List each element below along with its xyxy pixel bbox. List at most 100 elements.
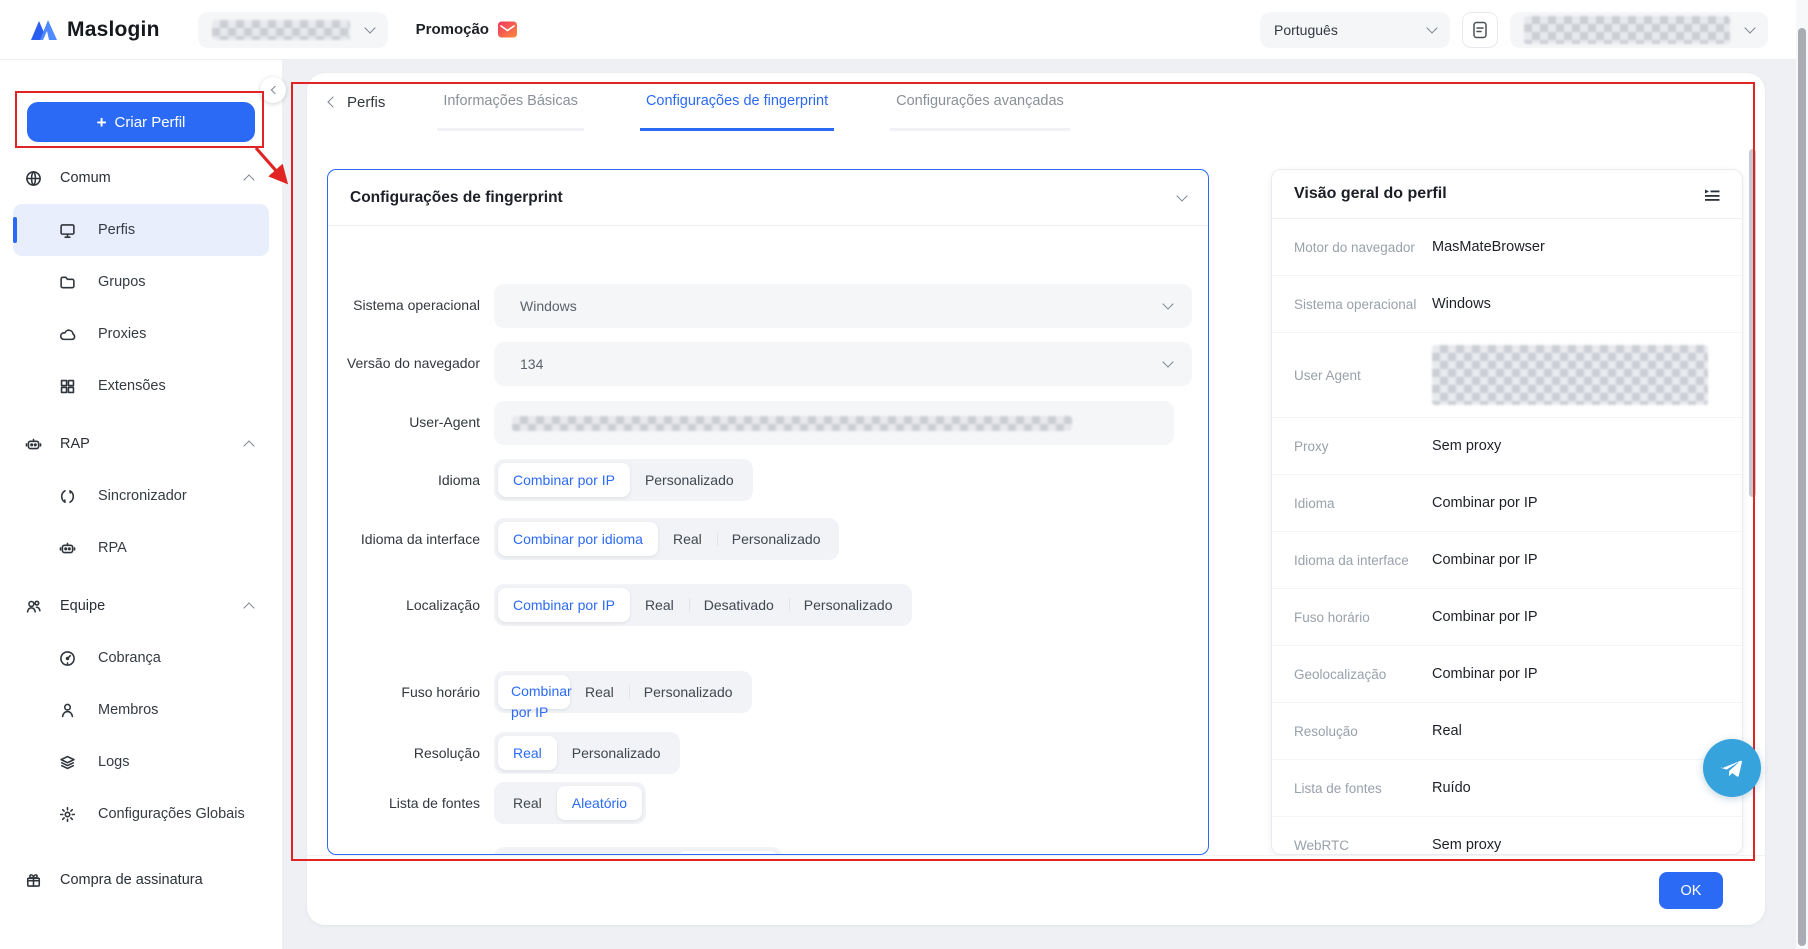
sidebar-item-proxies[interactable]: Proxies <box>13 308 269 360</box>
robot-icon <box>59 542 76 553</box>
overview-scrollbar-thumb[interactable] <box>1749 149 1756 497</box>
fingerprint-settings-panel: Configurações de fingerprint Sistema ope… <box>327 169 1209 855</box>
overview-row-value: Sem proxy <box>1432 438 1502 454</box>
sidebar: + Criar Perfil Comum Perfis Grupos Proxi… <box>0 60 283 949</box>
telegram-button[interactable] <box>1703 739 1761 797</box>
sidebar-item-rpa[interactable]: RPA <box>13 522 269 574</box>
field-label: Resolução <box>413 745 480 761</box>
gear-icon <box>59 806 76 822</box>
sidebar-section-label: Comum <box>60 170 111 186</box>
segment-option[interactable]: Combinar por IP <box>498 588 630 622</box>
browser-version-select[interactable]: 134 <box>494 342 1192 386</box>
webrtc-segmented: Compartilhado Real Desativado <box>494 847 782 854</box>
tab-configuracoes-de-fingerprint[interactable]: Configurações de fingerprint <box>639 73 835 131</box>
segment-option[interactable]: Aleatório <box>556 786 643 820</box>
overview-row-label: Fuso horário <box>1294 609 1370 625</box>
create-profile-button[interactable]: + Criar Perfil <box>27 102 255 142</box>
segment-option[interactable]: Desativado <box>688 588 789 622</box>
tab-bar: Perfis Informações Básicas Configurações… <box>327 73 1735 131</box>
segment-option[interactable]: Personalizado <box>571 745 661 761</box>
timezone-segmented: Combinar por IP Real Personalizado <box>494 671 752 720</box>
field-resolucao: Resolução Real Personalizado <box>328 732 1208 774</box>
docs-button[interactable] <box>1462 11 1498 48</box>
plus-icon: + <box>96 112 107 132</box>
overview-row: WebRTC Sem proxy <box>1272 817 1742 854</box>
segment-option[interactable]: Combinar por IP <box>498 675 572 720</box>
sidebar-item-compra-de-assinatura[interactable]: Compra de assinatura <box>13 854 269 906</box>
sidebar-item-extensoes[interactable]: Extensões <box>13 360 269 412</box>
segment-option[interactable]: Real <box>513 795 542 811</box>
field-versao-do-navegador: Versão do navegador 134 <box>328 342 1208 386</box>
card-footer: OK <box>307 855 1765 925</box>
sidebar-item-sincronizador[interactable]: Sincronizador <box>13 470 269 522</box>
sidebar-item-label: Cobrança <box>98 650 161 666</box>
promo-link[interactable]: Promoção <box>416 19 518 40</box>
sidebar-item-configuracoes-globais[interactable]: Configurações Globais <box>13 788 269 840</box>
segment-option[interactable]: Real <box>498 736 557 770</box>
sidebar-item-logs[interactable]: Logs <box>13 736 269 788</box>
field-idioma: Idioma Combinar por IP Personalizado <box>328 459 1208 501</box>
idioma-segmented: Combinar por IP Personalizado <box>494 459 753 501</box>
segment-option[interactable]: Personalizado <box>788 588 908 622</box>
overview-row-value: Combinar por IP <box>1432 609 1538 625</box>
field-user-agent: User-Agent <box>328 401 1208 445</box>
chevron-down-icon <box>1162 356 1174 368</box>
segment-option[interactable]: Real <box>644 597 674 613</box>
language-label: Português <box>1274 21 1338 38</box>
sidebar-collapse-button[interactable] <box>260 77 286 103</box>
segment-option[interactable]: Real <box>672 531 702 547</box>
sidebar-item-perfis[interactable]: Perfis <box>13 204 269 256</box>
segment-option[interactable]: Real <box>585 684 614 700</box>
sidebar-item-label: Membros <box>98 702 159 718</box>
overview-row: Lista de fontes Ruído <box>1272 760 1742 817</box>
chevron-up-icon <box>243 174 255 186</box>
overview-row-value: Real <box>1432 723 1462 739</box>
workspace-selector[interactable] <box>197 11 388 48</box>
overview-row-label: Geolocalização <box>1294 666 1387 682</box>
sidebar-section-rap[interactable]: RAP <box>13 418 269 470</box>
sidebar-item-membros[interactable]: Membros <box>13 684 269 736</box>
sidebar-item-label: Grupos <box>98 274 146 290</box>
sidebar-section-equipe[interactable]: Equipe <box>13 580 269 632</box>
chevron-down-icon <box>1744 21 1756 34</box>
os-select[interactable]: Windows <box>494 284 1192 328</box>
collapse-list-icon[interactable] <box>1704 188 1720 201</box>
grid-icon <box>60 379 75 393</box>
tab-configuracoes-avancadas[interactable]: Configurações avançadas <box>890 73 1070 131</box>
language-selector[interactable]: Português <box>1260 11 1450 48</box>
sidebar-section-comum[interactable]: Comum <box>13 152 269 204</box>
promo-label: Promoção <box>415 21 489 38</box>
browser-version-value: 134 <box>520 356 544 372</box>
sidebar-item-label: Logs <box>98 754 130 770</box>
segment-option[interactable]: Personalizado <box>716 522 836 556</box>
fingerprint-panel-body: Sistema operacional Windows Versão do na… <box>328 226 1208 854</box>
overview-row-label: Resolução <box>1294 723 1358 739</box>
font-list-segmented: Real Aleatório <box>494 782 647 824</box>
sidebar-item-label: RPA <box>98 540 127 556</box>
sidebar-item-cobranca[interactable]: Cobrança <box>13 632 269 684</box>
chevron-up-icon <box>243 602 255 614</box>
ok-button[interactable]: OK <box>1659 872 1723 909</box>
user-agent-field[interactable] <box>494 401 1174 445</box>
folder-icon <box>60 275 75 289</box>
back-to-profiles[interactable]: Perfis <box>327 94 385 111</box>
overview-row-label: WebRTC <box>1294 837 1350 853</box>
geolocation-segmented: Combinar por IP Real Desativado Personal… <box>494 584 912 626</box>
segment-option[interactable]: Desativado <box>677 851 778 854</box>
page-scrollbar-thumb[interactable] <box>1798 28 1806 946</box>
monitor-icon <box>60 223 75 238</box>
sidebar-item-grupos[interactable]: Grupos <box>13 256 269 308</box>
segment-option[interactable]: Combinar por idioma <box>498 522 658 556</box>
cloud-icon <box>59 328 76 340</box>
account-selector[interactable] <box>1510 11 1768 48</box>
tab-informacoes-basicas[interactable]: Informações Básicas <box>437 73 584 131</box>
segment-option[interactable]: Combinar por IP <box>498 463 630 497</box>
segment-option[interactable]: Personalizado <box>644 472 734 488</box>
brand[interactable]: Maslogin <box>30 18 160 42</box>
segment-option[interactable]: Personalizado <box>628 675 748 709</box>
main-content-card: Perfis Informações Básicas Configurações… <box>307 73 1765 925</box>
page-scrollbar[interactable] <box>1796 0 1808 949</box>
fingerprint-panel-header[interactable]: Configurações de fingerprint <box>328 170 1208 226</box>
resolution-segmented: Real Personalizado <box>494 732 680 774</box>
overview-row-label: Idioma da interface <box>1294 552 1409 568</box>
